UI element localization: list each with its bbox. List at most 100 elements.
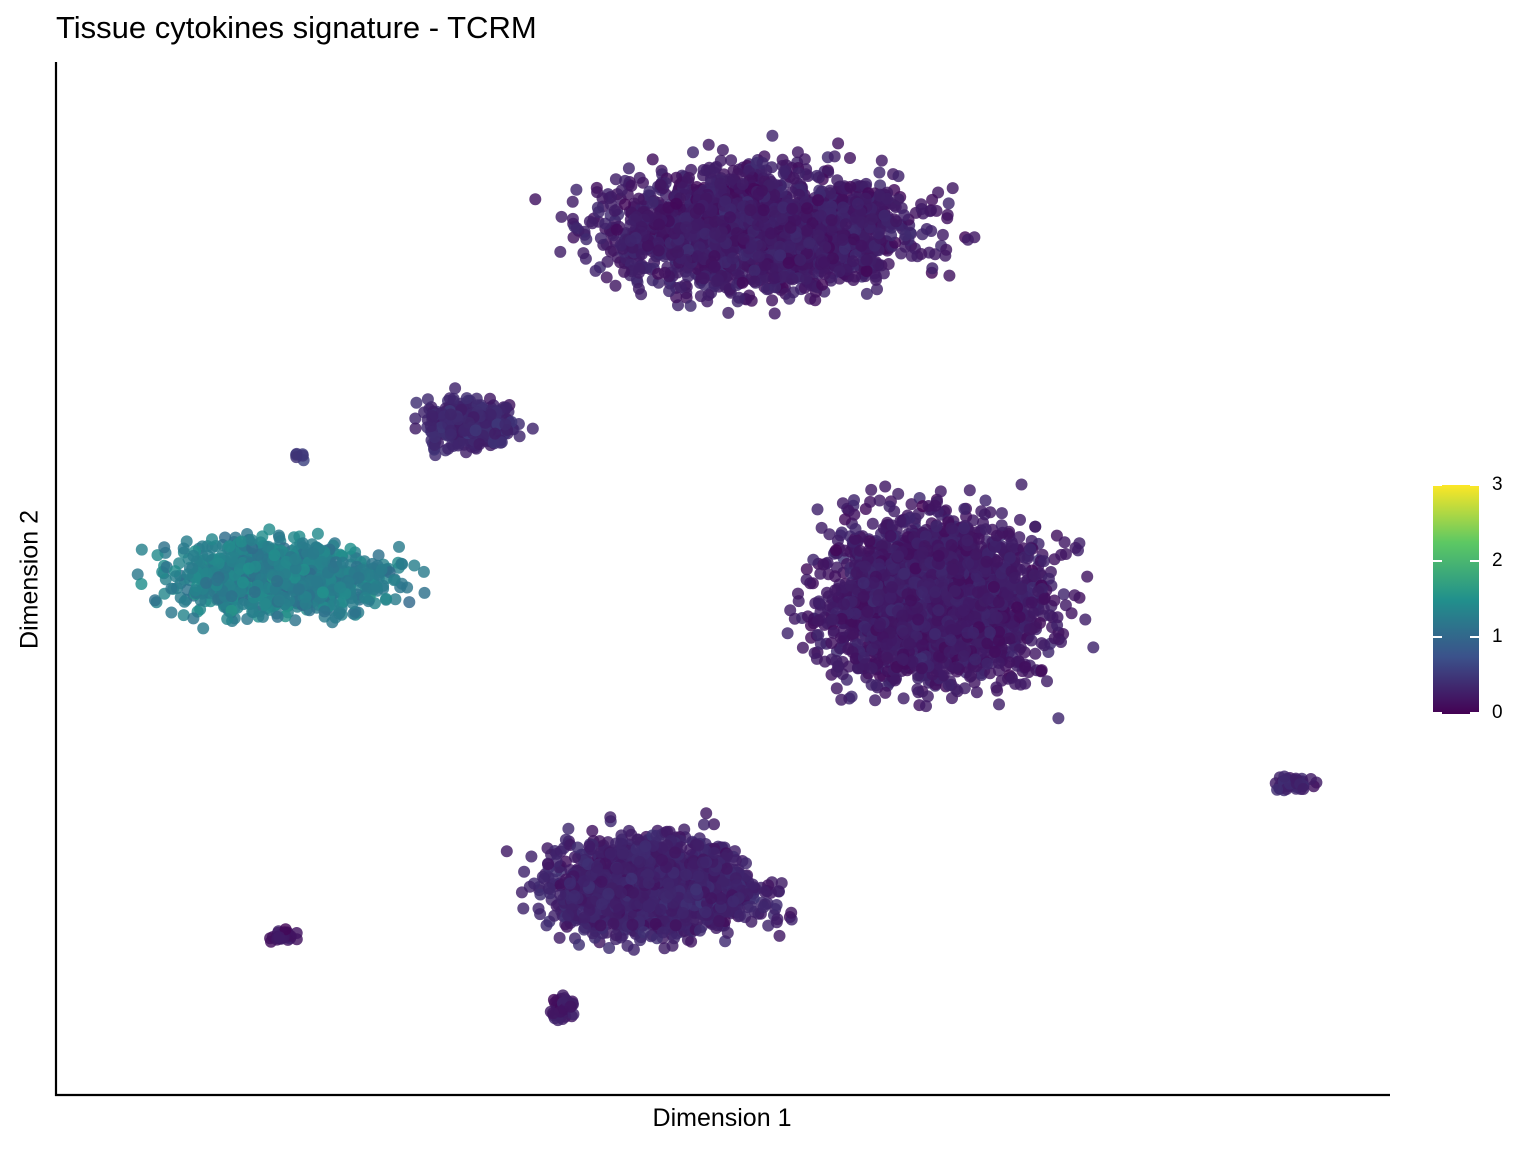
scatter-point: [983, 626, 996, 639]
scatter-point: [1024, 543, 1037, 556]
scatter-point: [830, 544, 842, 557]
scatter-point: [809, 294, 822, 307]
scatter-point: [752, 250, 765, 263]
scatter-point: [885, 581, 898, 594]
scatter-point: [786, 273, 799, 286]
scatter-point: [646, 196, 659, 209]
scatter-point: [1087, 641, 1100, 654]
scatter-point: [869, 694, 882, 707]
scatter-point: [794, 254, 807, 266]
scatter-point: [969, 653, 982, 666]
scatter-point: [911, 683, 924, 696]
scatter-point: [768, 307, 781, 320]
scatter-point: [1005, 671, 1018, 684]
scatter-point: [895, 247, 908, 260]
scatter-point: [653, 218, 666, 231]
scatter-point: [879, 480, 892, 493]
scatter-point: [922, 500, 935, 512]
scatter-point: [1052, 712, 1065, 725]
scatter-point: [940, 243, 953, 256]
scatter-point: [687, 146, 699, 159]
scatter-point: [920, 700, 932, 713]
scatter-point: [601, 255, 614, 268]
scatter-point: [654, 179, 667, 192]
scatter-point: [879, 686, 892, 699]
scatter-point: [658, 266, 671, 279]
scatter-point: [757, 204, 770, 217]
scatter-point: [1027, 606, 1040, 619]
scatter-point: [1008, 571, 1021, 584]
scatter-point: [942, 197, 955, 210]
scatter-point: [962, 557, 975, 570]
scatter-point: [694, 290, 707, 303]
scatter-point: [958, 522, 970, 535]
scatter-point: [1069, 541, 1082, 554]
scatter-point: [744, 204, 757, 216]
scatter-point: [916, 546, 929, 559]
scatter-point: [934, 485, 947, 498]
scatter-point: [1003, 632, 1016, 645]
scatter-point: [984, 506, 997, 519]
scatter-point: [554, 245, 567, 258]
scatter-point: [930, 520, 943, 533]
scatter-point: [702, 138, 715, 151]
scatter-point: [941, 212, 954, 225]
scatter-point: [929, 586, 942, 598]
scatter-point: [873, 189, 886, 202]
scatter-point: [945, 539, 958, 552]
scatter-point: [1018, 646, 1031, 659]
scatter-point: [873, 494, 886, 507]
scatter-point: [670, 197, 683, 210]
scatter-point: [803, 237, 816, 249]
scatter-point: [570, 222, 583, 235]
scatter-point: [989, 646, 1001, 658]
scatter-point: [736, 276, 749, 289]
scatter-point: [818, 256, 831, 269]
scatter-point: [993, 634, 1005, 647]
scatter-point: [704, 166, 717, 179]
scatter-point: [991, 684, 1004, 697]
scatter-point: [825, 214, 838, 227]
scatter-point: [847, 274, 860, 286]
scatter-point: [786, 202, 799, 215]
scatter-point: [823, 528, 836, 541]
scatter-point: [642, 210, 654, 223]
scatter-point: [880, 638, 893, 651]
scatter-point: [580, 233, 593, 246]
scatter-point: [624, 234, 637, 247]
scatter-point: [932, 549, 945, 562]
scatter-point: [632, 282, 645, 295]
scatter-point: [832, 660, 845, 673]
scatter-point: [637, 176, 649, 189]
scatter-point: [929, 628, 941, 640]
scatter-point: [714, 154, 727, 167]
scatter-point: [865, 678, 878, 691]
scatter-point: [1079, 613, 1092, 626]
scatter-point: [801, 202, 814, 215]
scatter-point: [737, 233, 750, 245]
scatter-point: [609, 173, 622, 186]
scatter-point: [1015, 478, 1028, 491]
scatter-point: [716, 144, 729, 156]
scatter-point: [646, 153, 659, 166]
scatter-point: [819, 655, 831, 668]
scatter-point: [709, 227, 721, 240]
scatter-point: [844, 152, 856, 164]
scatter-point: [860, 254, 873, 266]
scatter-point: [1019, 661, 1032, 673]
scatter-point: [674, 281, 687, 294]
scatter-point: [961, 534, 974, 547]
scatter-point: [566, 195, 579, 208]
scatter-point: [1006, 539, 1019, 551]
scatter-point: [1081, 570, 1094, 583]
scatter-point: [826, 613, 839, 626]
scatter-point: [1048, 594, 1061, 607]
points-layer: [131, 129, 1323, 1027]
scatter-point: [765, 227, 777, 240]
scatter-point: [855, 239, 868, 252]
scatter-point: [965, 669, 977, 682]
scatter-point: [946, 182, 959, 195]
scatter-point: [766, 129, 779, 142]
scatter-point: [837, 201, 849, 214]
scatter-point: [567, 231, 580, 244]
